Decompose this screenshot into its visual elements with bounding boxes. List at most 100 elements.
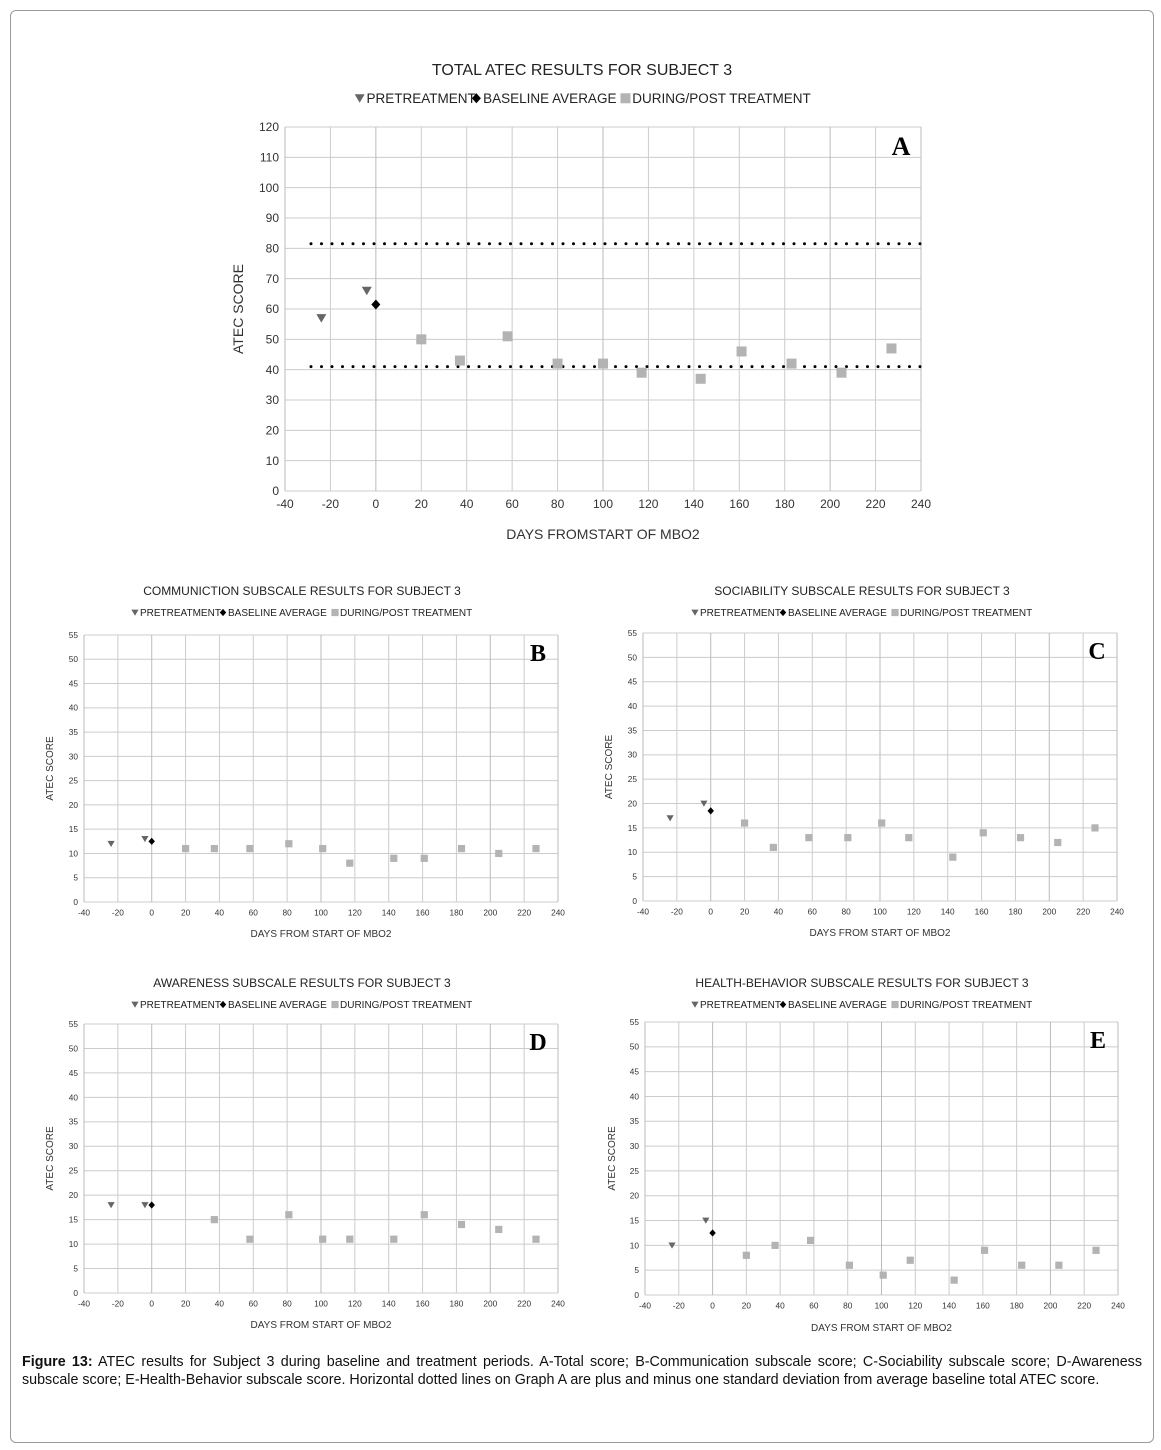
data-point-square [246,1235,254,1243]
data-point-triangle-down [668,1242,676,1249]
legend-triangle-down-icon [354,94,365,103]
x-tick-label: 0 [149,907,154,917]
y-tick-label: 20 [630,1191,640,1201]
y-tick-label: 0 [73,897,78,907]
panel-letter: A [892,132,911,161]
x-tick-label: 40 [776,1300,786,1310]
data-point-square [905,834,913,842]
data-point-square [980,1246,989,1254]
caption-text: ATEC results for Subject 3 during baseli… [22,1354,1142,1388]
y-tick-label: 45 [69,1068,79,1078]
x-tick-label: 0 [710,1300,715,1310]
y-tick-label: 5 [73,873,78,883]
x-tick-label: 240 [1111,1300,1125,1310]
x-tick-label: 100 [873,906,887,916]
data-point-square [1018,1261,1026,1269]
legend-label-baseline: BASELINE AVERAGE [788,608,887,619]
x-tick-label: 140 [382,1298,396,1308]
x-tick-label: 0 [149,1298,154,1308]
y-tick-label: 20 [69,1190,79,1200]
x-tick-label: 120 [638,497,658,511]
legend-square-icon [891,1000,899,1009]
y-tick-label: 60 [266,302,280,316]
data-point-square [598,358,608,369]
data-point-triangle-down [702,1217,710,1224]
data-point-triangle-down [107,1202,115,1209]
y-tick-label: 50 [630,1042,640,1052]
x-tick-label: 160 [976,1300,990,1310]
legend-triangle-down-icon [131,609,139,616]
x-tick-label: 220 [517,907,531,917]
y-tick-label: 5 [73,1263,78,1273]
legend-label-treatment: DURING/POST TREATMENT [340,608,472,619]
x-tick-label: -40 [637,906,649,916]
chart-legend: PRETREATMENT BASELINE AVERAGE DURING/POST … [131,608,472,619]
y-tick-label: 45 [69,678,79,688]
x-axis-label: DAYS FROM START OF MBO2 [251,929,392,940]
data-point-square [457,1220,466,1229]
data-point-square [695,373,706,384]
x-tick-label: 20 [415,497,429,511]
y-tick-label: 35 [69,727,79,737]
y-tick-label: 35 [628,725,638,735]
y-tick-label: 15 [69,1215,79,1225]
data-point-square [346,1235,354,1243]
data-point-square [454,355,465,366]
x-tick-label: 180 [450,907,464,917]
x-tick-label: 120 [348,1298,362,1308]
figure-frame [10,10,1154,1443]
x-tick-label: 140 [382,907,396,917]
x-tick-label: 80 [283,907,293,917]
data-point-square [878,819,886,827]
x-tick-label: 80 [283,1298,293,1308]
data-point-triangle-down [700,800,708,807]
x-tick-label: 240 [551,907,565,917]
x-tick-label: 80 [842,906,852,916]
y-tick-label: 25 [69,776,79,786]
chart-title: AWARENESS SUBSCALE RESULTS FOR SUBJECT 3 [153,976,451,990]
y-tick-label: 30 [69,751,79,761]
legend-square-icon [620,93,631,104]
y-tick-label: 10 [630,1240,640,1250]
x-tick-label: 180 [1010,1300,1024,1310]
legend-label-pretreatment: PRETREATMENT [700,1000,781,1011]
y-tick-label: 5 [634,1265,639,1275]
data-point-diamond [707,807,714,815]
y-tick-label: 40 [69,1092,79,1102]
chart-legend: PRETREATMENT BASELINE AVERAGE DURING/POST … [691,608,1032,619]
y-tick-label: 55 [630,1017,640,1027]
data-point-square [805,834,813,842]
data-point-square [769,843,777,851]
y-tick-label: 70 [266,272,280,286]
data-point-square [786,358,797,369]
x-tick-label: 80 [843,1300,853,1310]
y-tick-label: 45 [628,677,638,687]
data-point-diamond [709,1229,716,1237]
legend-triangle-down-icon [131,1001,139,1008]
x-tick-label: 100 [314,1298,328,1308]
x-tick-label: 160 [975,906,989,916]
y-tick-label: 80 [266,242,280,256]
y-tick-label: 20 [69,800,79,810]
x-axis-label: DAYS FROM START OF MBO2 [810,928,951,939]
chart-e: HEALTH-BEHAVIOR SUBSCALE RESULTS FOR SUB… [607,976,1125,1334]
y-tick-label: 5 [632,872,637,882]
x-tick-label: 20 [181,907,191,917]
x-tick-label: 240 [911,497,931,511]
legend-square-icon [331,1000,339,1009]
x-tick-label: 20 [742,1300,752,1310]
y-tick-label: 30 [628,750,638,760]
x-axis-label: DAYS FROMSTART OF MBO2 [506,526,700,542]
data-point-square [806,1236,815,1244]
y-tick-label: 0 [634,1290,639,1300]
y-tick-label: 40 [266,363,280,377]
x-tick-label: -20 [322,497,340,511]
data-point-square [285,840,293,848]
y-tick-label: 120 [259,120,279,134]
x-tick-label: -20 [112,907,124,917]
panel-letter: E [1090,1028,1106,1054]
data-point-square [1055,1261,1063,1269]
x-tick-label: 140 [941,906,955,916]
y-tick-label: 10 [628,847,638,857]
data-point-square [879,1271,887,1279]
